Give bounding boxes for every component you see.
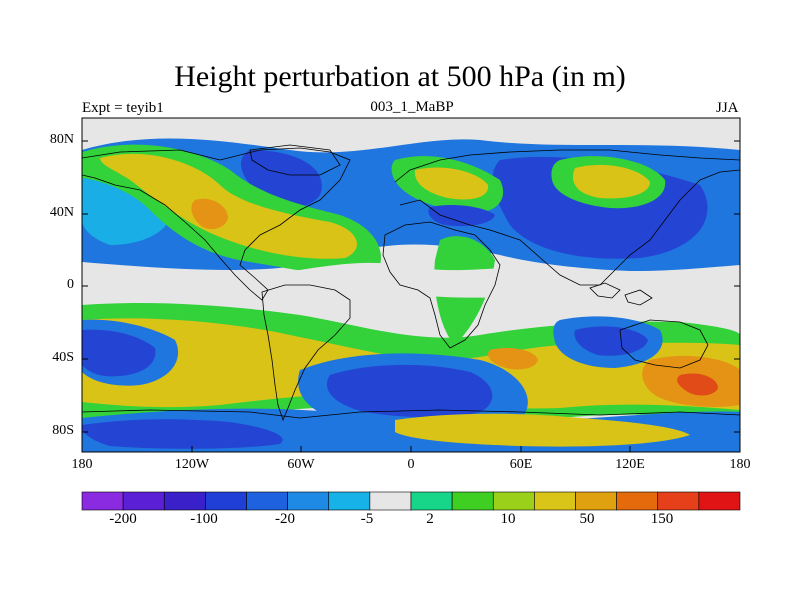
colorbar-swatch [698, 491, 741, 511]
colorbar-swatch [534, 491, 576, 511]
contour-south-deepblue-atlantic [326, 364, 493, 418]
season-label: JJA [716, 100, 739, 116]
colorbar-label: -200 [109, 511, 137, 527]
lat-tick-40n: 40N [49, 205, 74, 220]
colorbar-label: -20 [275, 511, 295, 527]
colorbar-swatch [122, 491, 165, 511]
lat-tick-40s: 40S [52, 350, 74, 365]
coast-south-america [261, 284, 351, 422]
colorbar [81, 491, 741, 511]
colorbar-swatch [163, 491, 206, 511]
map-field [82, 118, 740, 452]
lat-tick-80s: 80S [52, 423, 74, 438]
lon-tick-0: 0 [407, 457, 415, 472]
colorbar-swatch [575, 491, 617, 511]
colorbar-label: -5 [360, 511, 374, 527]
experiment-label: Expt = teyib1 [82, 100, 164, 116]
coastlines [82, 144, 740, 422]
colorbar-label: 10 [500, 511, 516, 527]
contour-equator-neutral [82, 262, 740, 300]
contour-south-orange-africa [488, 348, 538, 370]
lon-tick-60w: 60W [287, 457, 315, 472]
contour-north-deepblue-europe [428, 204, 495, 227]
lon-tick-180w: 180 [71, 457, 93, 472]
contour-north-yellow-europe [414, 167, 489, 200]
colorbar-label: -100 [190, 511, 218, 527]
coast-greenland [249, 144, 341, 176]
colorbar-swatch [451, 491, 494, 511]
colorbar-swatch [328, 491, 371, 511]
colorbar-swatch [369, 491, 412, 511]
lon-tick-120e: 120E [615, 457, 645, 472]
coast-antarctica [82, 409, 740, 419]
colorbar-swatch [81, 491, 124, 511]
contour-south-red-east [677, 373, 718, 396]
lon-tick-180e: 180 [729, 457, 751, 472]
contour-north-orange [191, 198, 228, 230]
colorbar-swatch [205, 491, 247, 511]
colorbar-label: 2 [426, 511, 434, 527]
colorbar-swatch [287, 491, 330, 511]
coast-eurasia [394, 149, 740, 286]
colorbar-swatch [616, 491, 659, 511]
lat-tick-80n: 80N [49, 132, 74, 147]
lon-tick-60e: 60E [509, 457, 533, 472]
coast-africa [382, 221, 501, 349]
lon-tick-120w: 120W [174, 457, 210, 472]
contour-polar-deepblue [82, 419, 283, 449]
contour-polar-yellow [395, 413, 690, 447]
coast-australia [619, 319, 709, 369]
colorbar-label: 50 [579, 511, 595, 527]
lat-tick-0: 0 [67, 277, 74, 292]
colorbar-label: 150 [650, 511, 674, 527]
colorbar-swatch [492, 491, 535, 511]
colorbar-swatch [657, 491, 700, 511]
coast-indonesia [589, 282, 653, 306]
contour-north-yellow-pacific [572, 164, 650, 199]
colorbar-swatch [410, 491, 453, 511]
coast-north-america [82, 147, 351, 301]
contour-north-yellow [100, 153, 357, 259]
map-title: Height perturbation at 500 hPa (in m) [174, 60, 626, 93]
run-label: 003_1_MaBP [370, 99, 454, 115]
colorbar-swatch [246, 491, 288, 511]
contour-south-deepblue-indian [574, 326, 648, 356]
axis-ticks [81, 140, 741, 452]
contour-south-deepblue-west [82, 329, 156, 377]
